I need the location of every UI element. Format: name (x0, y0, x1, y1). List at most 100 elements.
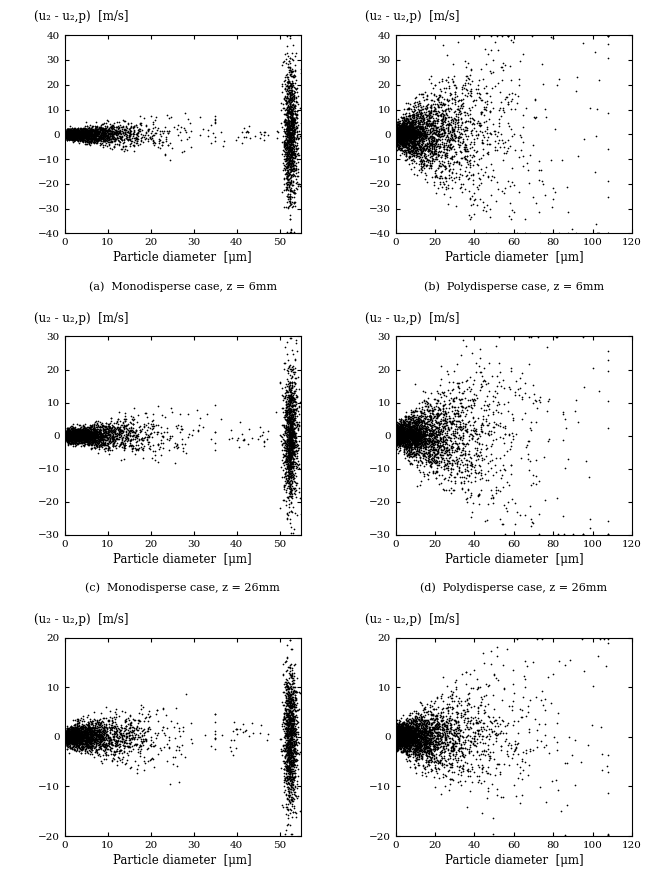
Point (75, 736, 86, 750)
Point (392, 427, 402, 441)
Point (392, 432, 402, 446)
Point (433, 107, 443, 121)
Point (61, 424, 72, 438)
Point (72, 735, 82, 749)
Point (290, 455, 300, 469)
Point (69, 130, 79, 144)
Point (397, 429, 407, 443)
Point (446, 720, 457, 734)
Point (398, 433, 408, 447)
Point (398, 435, 408, 449)
Point (286, 447, 296, 461)
Point (66, 732, 77, 746)
Point (283, 756, 293, 770)
Point (459, 451, 469, 465)
Point (492, 143, 502, 158)
Point (421, 431, 432, 445)
Point (393, 729, 404, 743)
Point (106, 737, 117, 751)
Point (399, 422, 410, 436)
Point (427, 715, 437, 730)
Point (398, 122, 408, 136)
Point (407, 735, 417, 749)
Point (166, 429, 177, 443)
Point (92, 415, 102, 429)
Point (414, 736, 424, 750)
Point (64, 425, 74, 439)
Point (461, 453, 471, 467)
Point (61, 132, 72, 146)
Point (404, 125, 414, 139)
Point (406, 128, 416, 142)
Point (88, 725, 99, 739)
Point (412, 728, 422, 742)
Point (288, 116, 298, 130)
Point (391, 425, 401, 439)
Point (283, 158, 293, 172)
Point (95, 426, 106, 440)
Point (87, 425, 97, 439)
Point (461, 169, 471, 183)
Point (402, 718, 412, 732)
Point (410, 722, 420, 737)
Point (99, 721, 109, 735)
Point (402, 122, 412, 136)
Point (283, 60, 293, 74)
Point (282, 146, 292, 160)
Point (284, 78, 294, 92)
Point (65, 733, 75, 747)
Point (413, 136, 423, 150)
Point (395, 430, 406, 444)
Point (128, 416, 138, 430)
Point (397, 121, 407, 135)
Point (399, 422, 410, 436)
Point (289, 436, 299, 450)
Point (79, 423, 89, 437)
Point (393, 426, 404, 440)
Point (392, 733, 402, 747)
Point (61, 430, 72, 444)
Point (393, 127, 403, 141)
Point (284, 435, 295, 449)
Point (74, 124, 84, 138)
Point (551, 773, 561, 787)
Point (94, 730, 104, 744)
Point (106, 126, 117, 140)
Point (76, 130, 86, 144)
Point (405, 415, 415, 429)
Point (398, 128, 408, 142)
Point (139, 753, 149, 767)
Point (151, 707, 161, 721)
Point (434, 124, 444, 138)
Point (415, 121, 425, 135)
Point (393, 727, 404, 741)
Point (401, 128, 411, 142)
Point (61, 732, 72, 746)
Point (284, 363, 295, 377)
Point (67, 129, 77, 143)
Point (401, 153, 412, 167)
Point (69, 728, 79, 742)
Point (467, 150, 477, 164)
Point (399, 424, 410, 438)
Point (548, 667, 558, 681)
Point (412, 143, 422, 157)
Point (76, 735, 86, 749)
Point (284, 766, 295, 780)
Point (453, 694, 464, 708)
Point (400, 424, 410, 438)
Point (466, 731, 477, 745)
Point (61, 733, 72, 747)
Point (288, 102, 298, 116)
Point (158, 429, 168, 444)
Point (403, 427, 413, 441)
Point (94, 717, 104, 731)
Point (255, 125, 265, 139)
Point (63, 729, 73, 743)
Point (72, 423, 82, 437)
Point (433, 716, 444, 730)
Point (62, 431, 72, 445)
Point (394, 429, 404, 444)
Point (63, 126, 73, 140)
Point (391, 729, 401, 743)
